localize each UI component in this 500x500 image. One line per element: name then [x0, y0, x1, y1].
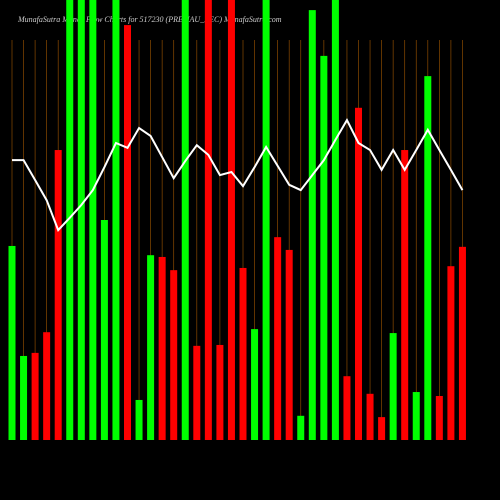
bar	[355, 107, 362, 441]
bar	[424, 76, 432, 441]
bar	[227, 0, 235, 440]
flow-line	[12, 118, 464, 232]
chart-title: MunafaSutra Money Flow Charts for 517230…	[17, 15, 282, 24]
bar	[262, 0, 270, 440]
bar	[435, 396, 443, 440]
bar	[66, 0, 74, 440]
bar	[135, 399, 143, 440]
bar	[447, 266, 455, 440]
bar	[297, 415, 305, 440]
bar	[112, 0, 120, 440]
bar	[54, 150, 62, 441]
bar	[204, 0, 212, 440]
bar	[308, 10, 316, 441]
bar	[366, 393, 374, 440]
bar	[8, 245, 16, 440]
bar	[43, 332, 51, 440]
bar	[401, 150, 409, 441]
bar	[216, 344, 224, 440]
bar	[193, 345, 201, 440]
bar	[181, 0, 189, 440]
bar	[20, 355, 28, 440]
bar	[389, 333, 397, 440]
bar	[343, 376, 351, 440]
bar	[378, 417, 386, 440]
bar	[239, 267, 247, 440]
bar	[158, 256, 166, 440]
bar	[31, 352, 39, 440]
bar	[77, 0, 85, 440]
bar	[285, 249, 293, 440]
bar	[147, 255, 155, 440]
bar	[100, 220, 108, 440]
bar	[331, 0, 339, 440]
bar	[458, 246, 466, 440]
bar	[320, 55, 328, 440]
bar	[274, 237, 282, 440]
bar	[251, 329, 259, 440]
bar	[89, 0, 97, 440]
bar	[170, 270, 178, 440]
bar	[124, 25, 131, 441]
bar	[412, 392, 420, 440]
